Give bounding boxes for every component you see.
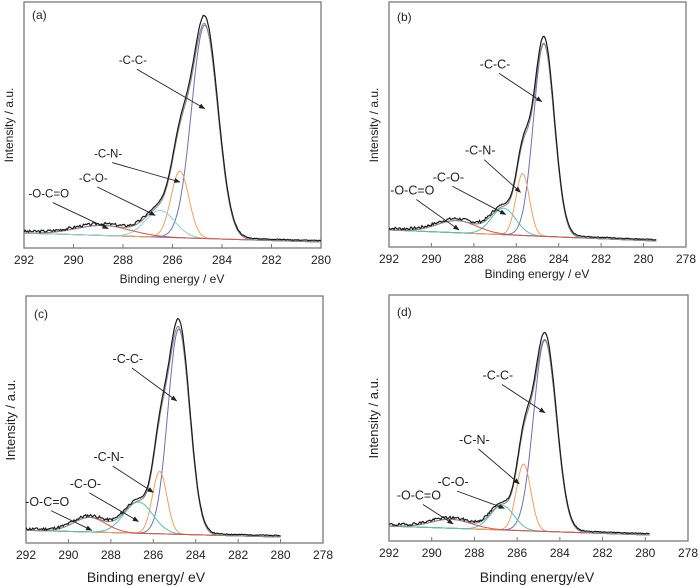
panel-d: (d) Binding energy/eV Intensity / a.u. 2… — [366, 294, 698, 585]
x-tick-label: 290 — [422, 546, 442, 560]
panel-label: (d) — [397, 305, 412, 319]
x-tick-label: 278 — [676, 252, 696, 266]
x-tick-label: 282 — [591, 252, 611, 266]
peak-arrow — [89, 492, 139, 522]
peak-label: -O-C=O — [390, 184, 434, 198]
peak-arrow — [456, 490, 505, 509]
x-tick-label: 280 — [311, 253, 331, 267]
plot-area — [24, 14, 321, 243]
component-curve-cc — [389, 340, 650, 536]
peak-arrow — [498, 73, 543, 102]
x-axis-title: Binding energy/eV — [480, 569, 595, 585]
peak-label: -C-N- — [459, 433, 490, 447]
fit-envelope — [389, 42, 657, 242]
x-tick-label: 290 — [58, 548, 78, 562]
x-tick-label: 290 — [63, 253, 83, 267]
x-axis-title: Binding energy/ eV — [87, 569, 206, 585]
peak-arrow — [112, 162, 181, 183]
plot-frame — [388, 1, 687, 248]
x-tick-label: 292 — [379, 252, 399, 266]
panel-label: (b) — [397, 10, 412, 24]
fit-envelope — [24, 22, 321, 243]
plot-frame — [388, 294, 689, 542]
y-axis-title: Intensity / a.u. — [2, 88, 16, 163]
component-curve-cc — [24, 24, 321, 243]
panel-a: (a) Binding energy / eV Intensity / a.u.… — [2, 1, 331, 286]
x-tick-label: 292 — [14, 253, 34, 267]
x-tick-label: 286 — [162, 253, 182, 267]
x-tick-label: 292 — [16, 548, 36, 562]
x-tick-label: 284 — [212, 253, 232, 267]
x-tick-label: 284 — [186, 548, 206, 562]
peak-arrow — [483, 159, 521, 193]
x-axis-title: Binding energy / eV — [485, 267, 590, 281]
x-tick-label: 286 — [507, 546, 527, 560]
component-curve-cn — [24, 170, 321, 243]
peak-label: -O-C=O — [397, 488, 441, 502]
x-tick-label: 282 — [593, 546, 613, 560]
peak-arrow — [136, 68, 206, 110]
peak-label: -O-C=O — [28, 189, 69, 201]
plot-frame — [25, 295, 324, 544]
x-tick-label: 280 — [634, 252, 654, 266]
peak-arrow — [131, 367, 178, 402]
x-tick-label: 288 — [101, 548, 121, 562]
x-tick-label: 286 — [143, 548, 163, 562]
x-tick-label: 280 — [271, 548, 291, 562]
peak-label: -C-C- — [480, 57, 511, 71]
plot-area — [389, 331, 650, 536]
panel-b: (b) Binding energy / eV Intensity / a.u.… — [367, 1, 696, 281]
peak-label: -C-N- — [94, 149, 122, 161]
panel-label: (a) — [32, 8, 47, 22]
y-axis-title: Intensity / a.u. — [3, 380, 18, 461]
x-tick-label: 284 — [549, 252, 569, 266]
panel-label: (c) — [34, 307, 48, 321]
x-tick-label: 280 — [635, 546, 655, 560]
x-tick-label: 286 — [506, 252, 526, 266]
peak-arrow — [51, 510, 93, 531]
plot-area — [389, 35, 657, 242]
y-axis-title: Intensity / a.u. — [367, 88, 381, 163]
x-tick-label: 284 — [550, 546, 570, 560]
peak-label: -C-N- — [465, 144, 496, 158]
x-tick-label: 278 — [313, 548, 333, 562]
peak-arrow — [416, 199, 460, 231]
peak-arrow — [97, 186, 156, 216]
peak-label: -C-O- — [79, 173, 108, 185]
x-tick-label: 288 — [113, 253, 133, 267]
peak-arrow — [501, 384, 546, 414]
x-tick-label: 282 — [261, 253, 281, 267]
peak-label: -C-C- — [113, 352, 144, 366]
peak-arrow — [422, 504, 454, 525]
peak-arrow — [112, 465, 154, 493]
x-tick-label: 282 — [228, 548, 248, 562]
peak-label: -C-O- — [437, 475, 468, 489]
fit-envelope — [389, 338, 650, 536]
experimental-spectrum — [26, 317, 281, 537]
x-tick-label: 290 — [421, 252, 441, 266]
experimental-spectrum — [24, 14, 321, 242]
y-axis-title: Intensity / a.u. — [366, 378, 381, 459]
peak-arrow — [52, 202, 109, 230]
peak-label: -O-C=O — [25, 495, 69, 509]
peak-label: -C-C- — [119, 55, 147, 67]
peak-label: -C-O- — [433, 170, 464, 184]
experimental-spectrum — [389, 331, 650, 535]
plot-frame — [23, 1, 322, 249]
experimental-spectrum — [389, 35, 657, 241]
x-tick-label: 292 — [379, 546, 399, 560]
panel-c: (c) Binding energy/ eV Intensity / a.u. … — [3, 295, 333, 585]
x-tick-label: 278 — [678, 546, 698, 560]
peak-arrow — [478, 448, 520, 485]
peak-arrow — [452, 185, 507, 215]
x-axis-title: Binding energy / eV — [120, 272, 225, 286]
peak-label: -C-O- — [70, 477, 101, 491]
peak-label: -C-N- — [93, 450, 124, 464]
peak-label: -C-C- — [483, 368, 514, 382]
x-tick-label: 288 — [464, 252, 484, 266]
x-tick-label: 288 — [464, 546, 484, 560]
